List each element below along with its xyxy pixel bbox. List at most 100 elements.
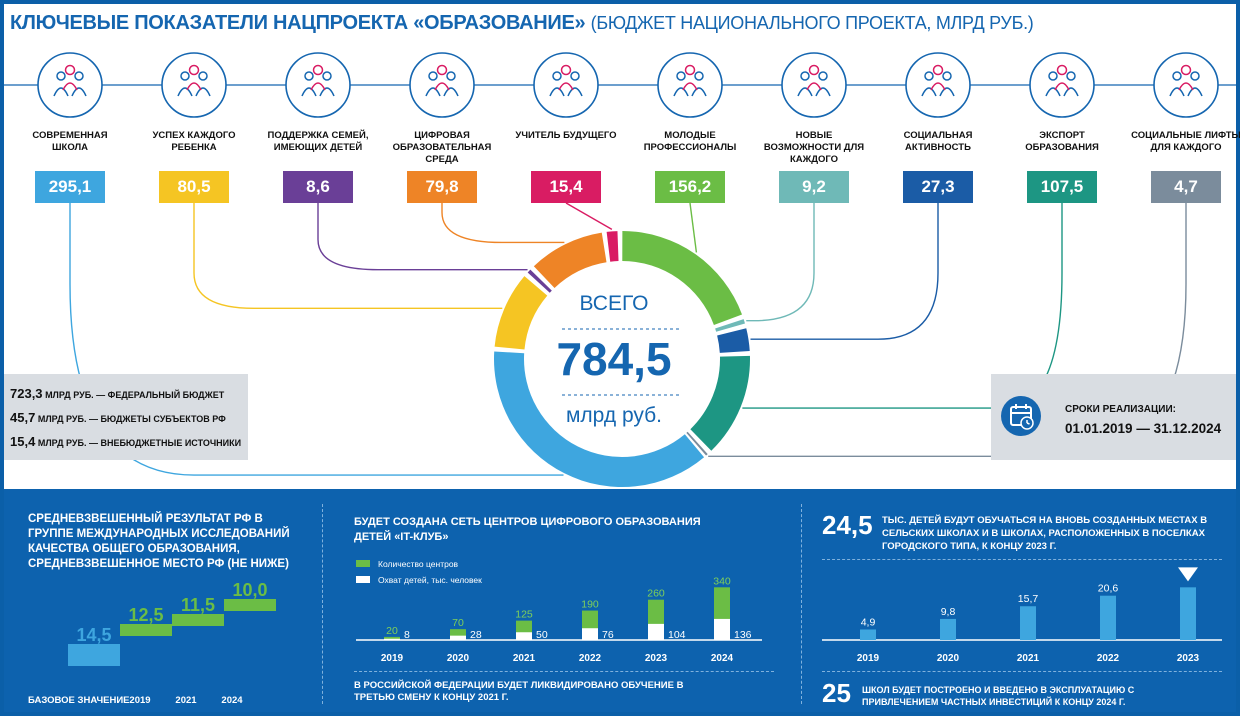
itclub-bar-children-2 (450, 635, 466, 640)
donut-segment-2 (494, 276, 548, 350)
donut-segment-7 (715, 319, 745, 332)
donut-segment-6 (622, 231, 743, 325)
timeline-box: СРОКИ РЕАЛИЗАЦИИ: 01.01.2019 — 31.12.202… (991, 374, 1236, 460)
source-row-regions: 45,7 МЛРД РУБ. — БЮДЖЕТЫ СУБЪЕКТОВ РФ (10, 410, 226, 425)
export-globe-icon (1029, 52, 1095, 118)
total-value: 784,5 (556, 333, 672, 385)
timeline-value: 01.01.2019 — 31.12.2024 (1065, 421, 1222, 436)
project-label-1: СОВРЕМЕННАЯ ШКОЛА (32, 130, 108, 153)
itclub-value-centers-5: 260 (647, 588, 665, 600)
project-label-7: НОВЫЕ ВОЗМОЖНОСТИ ДЛЯ КАЖДОГО (763, 130, 865, 165)
leader-line-4 (441, 203, 565, 244)
top-panel: КЛЮЧЕВЫЕ ПОКАЗАТЕЛИ НАЦПРОЕКТА «ОБРАЗОВА… (4, 4, 1240, 489)
pisa-value-1: 14,5 (76, 625, 111, 645)
leader-line-5 (565, 202, 613, 231)
project-value-8: 27,3 (903, 171, 973, 203)
timeline-label: СРОКИ РЕАЛИЗАЦИИ: (1065, 404, 1176, 415)
itclub-category-6: 2024 (711, 653, 734, 664)
total-label: ВСЕГО (579, 292, 649, 315)
rural-bar-2 (940, 618, 956, 640)
rural-bar-3 (1020, 606, 1036, 640)
pisa-chart: 14,5 БАЗОВОЕ ЗНАЧЕНИЕ 12,5 2019 11,5 2021 10,0… (28, 580, 276, 706)
rural-chart: 4,9 2019 9,8 2020 15,7 2021 20,6 2022 2023 (822, 567, 1222, 664)
rural-category-2: 2020 (937, 653, 960, 664)
third-shift-note: В РОССИЙСКОЙ ФЕДЕРАЦИИ БУДЕТ ЛИКВИДИРОВА… (354, 680, 684, 703)
pisa-title: СРЕДНЕВЗВЕШЕННЫЙ РЕЗУЛЬТАТ РФ В ГРУППЕ М… (28, 513, 290, 570)
itclub-value-children-2: 28 (470, 629, 482, 641)
itclub-value-centers-4: 190 (581, 599, 599, 611)
itclub-bar-centers-1 (384, 636, 400, 640)
itclub-value-centers-2: 70 (452, 617, 464, 629)
itclub-value-children-1: 8 (404, 629, 410, 641)
project-value-3: 8,6 (283, 171, 353, 203)
donut-segment-9 (690, 355, 750, 451)
leader-line-2 (193, 203, 503, 310)
pisa-value-3: 11,5 (181, 595, 215, 615)
leader-line-3 (317, 203, 528, 271)
project-label-3: ПОДДЕРЖКА СЕМЕЙ, ИМЕЮЩИХ ДЕТЕЙ (267, 130, 369, 153)
rural-bar-4 (1100, 595, 1116, 640)
opportunities-icon (781, 52, 847, 118)
itclub-value-children-3: 50 (536, 629, 548, 641)
total-unit: млрд руб. (565, 404, 663, 427)
rural-value-3: 15,7 (1018, 593, 1039, 605)
project-value-10: 4,7 (1151, 171, 1221, 203)
itclub-value-centers-3: 125 (515, 609, 533, 621)
itclub-category-5: 2023 (645, 653, 668, 664)
project-value-6: 156,2 (655, 171, 725, 203)
project-label-2: УСПЕХ КАЖДОГО РЕБЕНКА (152, 130, 236, 153)
donut-segment-4 (533, 232, 607, 288)
pisa-value-2: 12,5 (128, 605, 163, 625)
title-main: КЛЮЧЕВЫЕ ПОКАЗАТЕЛИ НАЦПРОЕКТА «ОБРАЗОВА… (10, 12, 586, 34)
legend-label-2: Охват детей, тыс. человек (378, 575, 482, 585)
legend-label-1: Количество центров (378, 559, 459, 569)
project-label-8: СОЦИАЛЬНАЯ АКТИВНОСТЬ (903, 130, 973, 153)
donut-segment-3 (527, 269, 552, 293)
leader-line-8 (750, 203, 939, 340)
itclub-bar-children-4 (582, 628, 598, 640)
divider-2 (801, 504, 802, 704)
teacher-icon (533, 52, 599, 118)
title-subtitle: (БЮДЖЕТ НАЦИОНАЛЬНОГО ПРОЕКТА, МЛРД РУБ.… (590, 13, 1034, 33)
itclub-title: БУДЕТ СОЗДАНА СЕТЬ ЦЕНТРОВ ЦИФРОВОГО ОБР… (354, 516, 701, 543)
project-label-4: ЦИФРОВАЯ ОБРАЗОВАТЕЛЬНАЯ СРЕДА (392, 130, 492, 165)
pisa-bar-2 (120, 624, 172, 636)
donut-chart (4, 52, 1236, 487)
itclub-bar-children-5 (648, 623, 664, 640)
donut-segment-8 (717, 328, 750, 353)
project-value-5: 15,4 (531, 171, 601, 203)
donut-segment-10 (686, 431, 708, 456)
itclub-bar-centers-2 (450, 629, 466, 640)
itclub-category-2: 2020 (447, 653, 470, 664)
talent-icon (161, 52, 227, 118)
pisa-bar-1 (68, 644, 120, 666)
pisa-category-3: 2021 (175, 695, 197, 706)
donut-segment-1 (494, 351, 705, 487)
school-icon (37, 52, 103, 118)
itclub-bar-children-6 (714, 618, 730, 640)
legend-swatch-2 (356, 576, 370, 583)
rural-category-3: 2021 (1017, 653, 1040, 664)
graduation-books-icon (1153, 52, 1219, 118)
project-value-1: 295,1 (35, 171, 105, 203)
rural-title: ТЫС. ДЕТЕЙ БУДУТ ОБУЧАТЬСЯ НА ВНОВЬ СОЗД… (882, 515, 1208, 552)
itclub-value-centers-1: 20 (386, 625, 398, 637)
rural-value-4: 20,6 (1098, 583, 1119, 595)
itclub-value-children-4: 76 (602, 629, 614, 641)
itclub-category-1: 2019 (381, 653, 404, 664)
pisa-bar-4 (224, 599, 276, 611)
digital-screen-icon (409, 52, 475, 118)
calendar-icon (1001, 396, 1041, 436)
young-professionals-icon (657, 52, 723, 118)
project-label-5: УЧИТЕЛЬ БУДУЩЕГО (515, 130, 617, 141)
source-row-extra: 15,4 МЛРД РУБ. — ВНЕБЮДЖЕТНЫЕ ИСТОЧНИКИ (10, 434, 242, 449)
rural-value-2: 9,8 (941, 606, 956, 618)
rural-highlight-marker (1178, 567, 1198, 582)
source-row-federal: 723,3 МЛРД РУБ. — ФЕДЕРАЛЬНЫЙ БЮДЖЕТ (10, 386, 225, 401)
funding-sources: 723,3 МЛРД РУБ. — ФЕДЕРАЛЬНЫЙ БЮДЖЕТ 45,… (4, 374, 248, 460)
page-title: КЛЮЧЕВЫЕ ПОКАЗАТЕЛИ НАЦПРОЕКТА «ОБРАЗОВА… (10, 12, 1034, 35)
rural-separator-bottom (822, 671, 1222, 672)
project-label-10: СОЦИАЛЬНЫЕ ЛИФТЫ ДЛЯ КАЖДОГО (1131, 130, 1240, 153)
rural-category-4: 2022 (1097, 653, 1120, 664)
itclub-category-3: 2021 (513, 653, 536, 664)
